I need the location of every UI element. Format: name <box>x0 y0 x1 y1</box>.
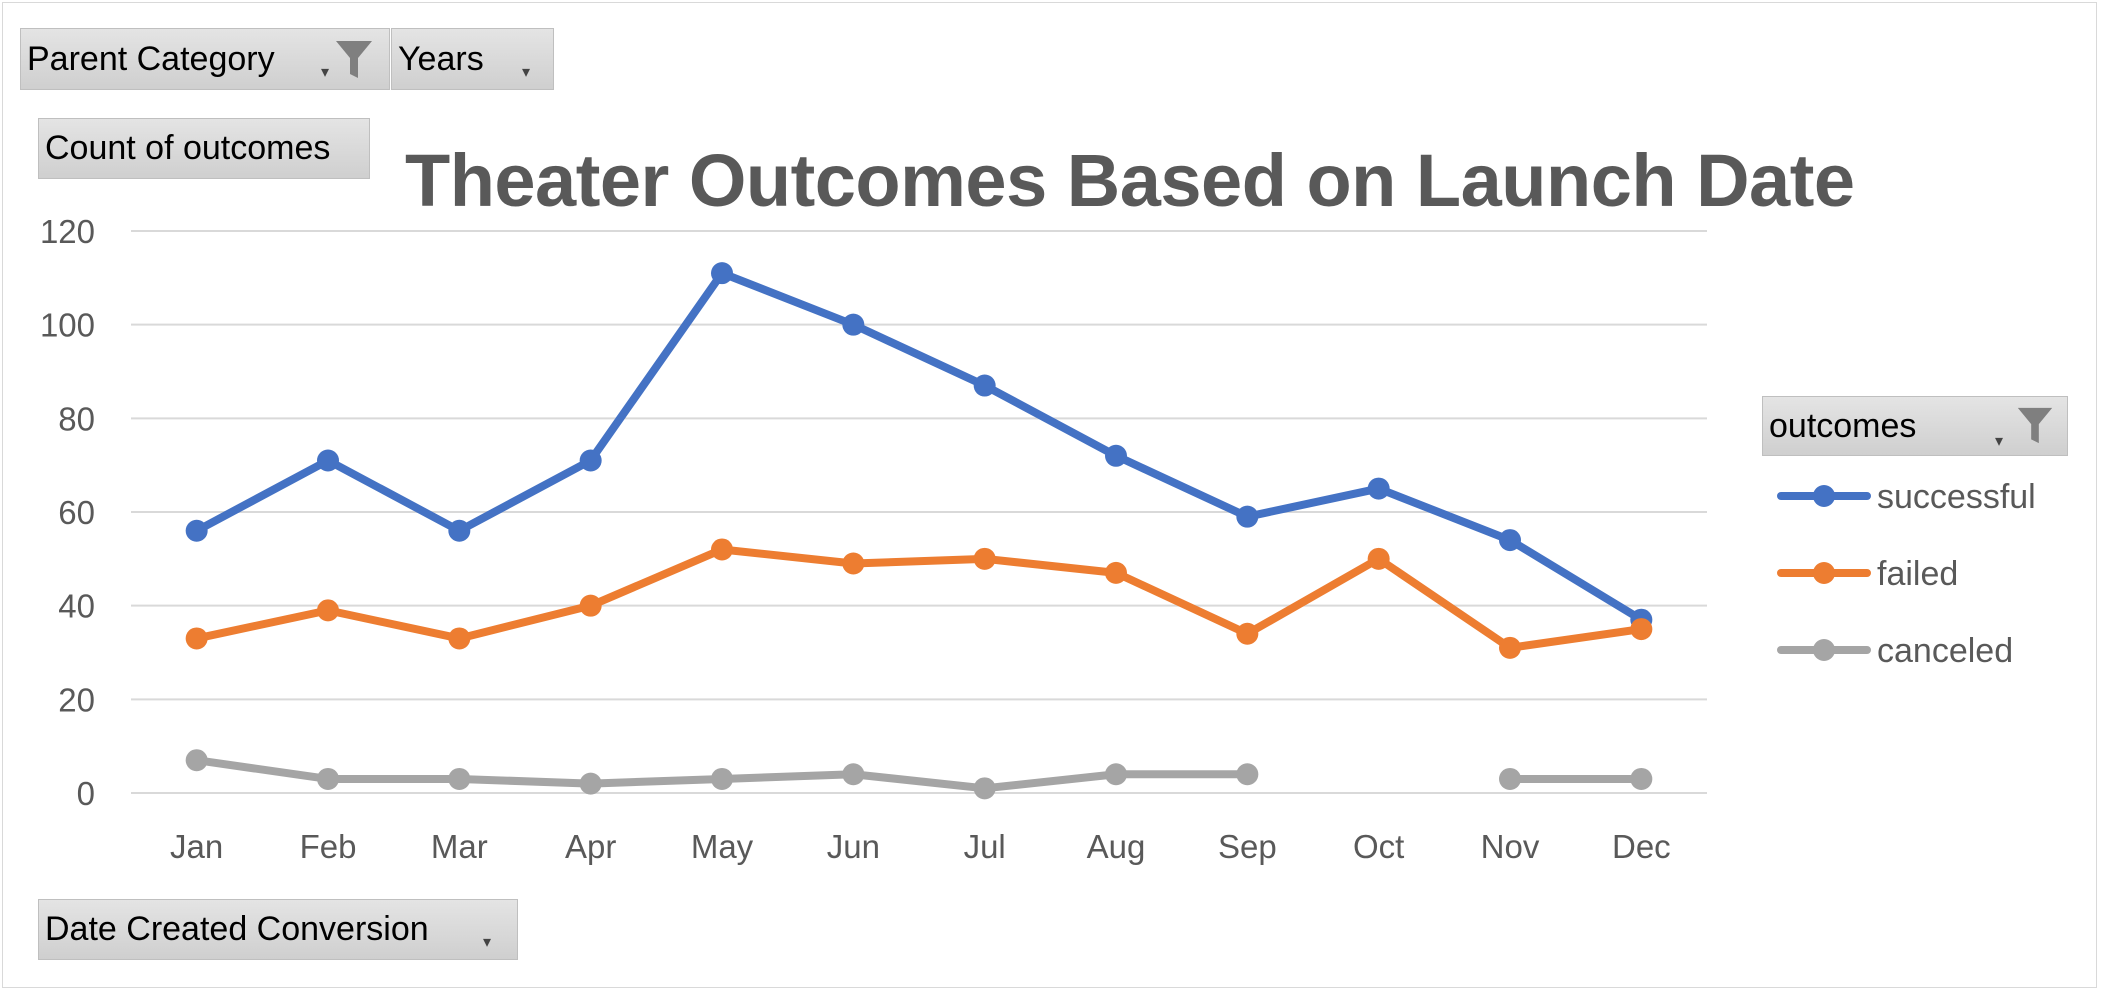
count-of-outcomes-label: Count of outcomes <box>45 129 331 167</box>
x-tick-label: Aug <box>1087 828 1146 865</box>
y-axis-ticks: 0 20 40 60 80 100 120 <box>40 213 95 812</box>
outcomes-label: outcomes <box>1769 407 1917 445</box>
legend-marker <box>1813 562 1835 584</box>
dropdown-arrow-icon: ▾ <box>483 934 492 951</box>
data-point-canceled <box>185 749 208 772</box>
parent-category-filter-button[interactable]: Parent Category ▾ <box>20 28 390 90</box>
legend-item-successful: successful <box>1777 478 2036 516</box>
data-point-successful <box>448 519 471 542</box>
data-point-failed <box>579 594 602 617</box>
data-point-canceled <box>1630 767 1653 790</box>
x-tick-label: Jan <box>170 828 223 865</box>
data-point-successful <box>1236 505 1259 528</box>
y-tick-label: 100 <box>40 307 95 344</box>
data-point-failed <box>1236 622 1259 645</box>
funnel-filter-icon <box>336 41 372 78</box>
x-tick-label: Jun <box>827 828 880 865</box>
data-point-successful <box>842 313 865 336</box>
series-successful <box>185 262 1653 631</box>
series-failed <box>185 538 1653 659</box>
data-point-canceled <box>579 772 602 795</box>
y-tick-label: 40 <box>58 588 95 625</box>
data-point-successful <box>1105 444 1127 467</box>
legend-label: successful <box>1877 478 2036 516</box>
x-tick-label: Dec <box>1612 828 1671 865</box>
data-point-failed <box>1367 547 1390 570</box>
data-point-failed <box>1105 561 1127 584</box>
dropdown-arrow-icon: ▾ <box>1995 433 2004 450</box>
x-tick-label: Apr <box>565 828 616 865</box>
data-point-failed <box>448 627 471 650</box>
years-label: Years <box>398 40 484 78</box>
date-created-conversion-label: Date Created Conversion <box>45 910 429 948</box>
outcomes-filter-button[interactable]: outcomes ▾ <box>1762 396 2068 456</box>
data-point-failed <box>317 599 339 622</box>
y-tick-label: 60 <box>58 494 95 531</box>
data-point-canceled <box>973 777 996 800</box>
legend-item-canceled: canceled <box>1777 632 2013 670</box>
y-tick-label: 80 <box>58 400 95 437</box>
data-point-failed <box>185 627 208 650</box>
x-tick-label: May <box>691 828 754 865</box>
x-tick-label: Mar <box>431 828 488 865</box>
legend-marker <box>1813 639 1835 661</box>
legend-marker <box>1813 485 1835 507</box>
data-point-successful <box>1367 477 1390 500</box>
funnel-filter-icon <box>2017 407 2053 444</box>
data-point-canceled <box>711 767 733 790</box>
data-point-successful <box>579 449 602 472</box>
legend-item-failed: failed <box>1777 555 1958 593</box>
data-point-failed <box>711 538 733 561</box>
x-tick-label: Oct <box>1353 828 1404 865</box>
data-point-canceled <box>1236 763 1259 786</box>
data-point-failed <box>1630 618 1653 641</box>
dropdown-arrow-icon: ▾ <box>321 64 330 81</box>
series-line-failed <box>192 545 1646 652</box>
series-line-successful <box>192 269 1646 624</box>
x-tick-label: Jul <box>964 828 1006 865</box>
data-point-canceled <box>842 763 865 786</box>
data-point-canceled <box>448 767 471 790</box>
series-canceled <box>185 749 1653 800</box>
x-axis-ticks: Jan Feb Mar Apr May Jun Jul Aug Sep Oct Nov Dec <box>170 828 1671 865</box>
legend-label: canceled <box>1877 632 2013 670</box>
count-of-outcomes-field-button[interactable]: Count of outcomes <box>38 118 370 179</box>
x-tick-label: Sep <box>1218 828 1277 865</box>
years-filter-button[interactable]: Years ▾ <box>391 28 554 90</box>
x-tick-label: Nov <box>1481 828 1540 865</box>
data-point-failed <box>842 552 865 575</box>
dropdown-arrow-icon: ▾ <box>522 64 531 81</box>
series-lines <box>185 262 1653 800</box>
data-point-successful <box>973 374 996 397</box>
parent-category-label: Parent Category <box>27 40 275 78</box>
legend: successful failed canceled <box>1777 478 2036 670</box>
y-tick-label: 20 <box>58 681 95 718</box>
x-tick-label: Feb <box>300 828 357 865</box>
data-point-successful <box>185 519 208 542</box>
data-point-canceled <box>1105 763 1127 786</box>
chart-title: Theater Outcomes Based on Launch Date <box>405 139 1855 222</box>
data-point-canceled <box>1499 767 1521 790</box>
data-point-failed <box>973 547 996 570</box>
data-point-successful <box>317 449 339 472</box>
date-created-conversion-field-button[interactable]: Date Created Conversion ▾ <box>38 899 518 960</box>
legend-label: failed <box>1877 555 1958 593</box>
data-point-successful <box>711 262 733 285</box>
data-point-successful <box>1499 529 1521 552</box>
data-point-failed <box>1499 636 1521 659</box>
y-tick-label: 120 <box>40 213 95 250</box>
y-tick-label: 0 <box>77 775 95 812</box>
data-point-canceled <box>317 767 339 790</box>
gridlines <box>131 230 1707 794</box>
